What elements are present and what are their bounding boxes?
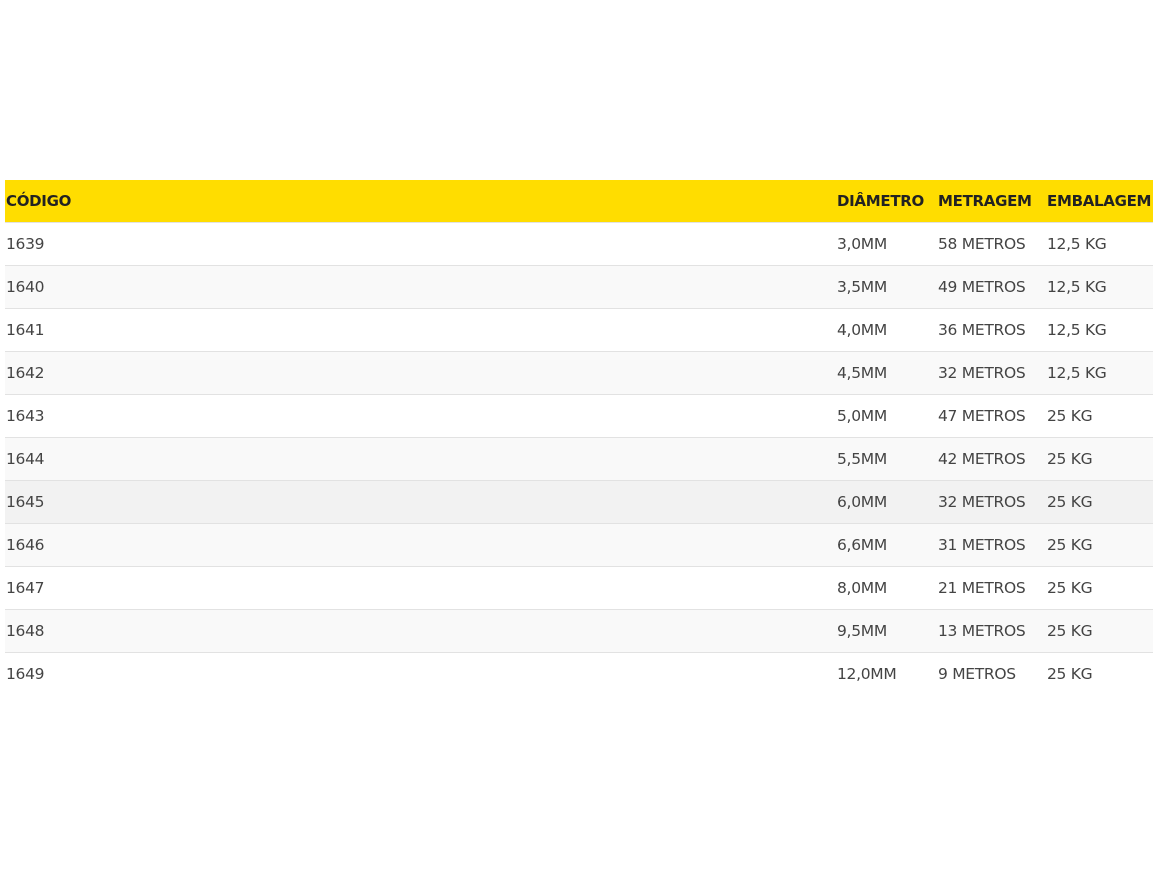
cell-diametro: 4,5MM (836, 351, 937, 395)
cell-embalagem: 25 KG (1046, 523, 1153, 567)
table-header-row: CÓDIGO DIÂMETRO METRAGEM EMBALAGEM (5, 180, 1153, 223)
table-row: 1639 3,0MM 58 METROS 12,5 KG (5, 222, 1153, 266)
cell-metragem: 32 METROS (937, 480, 1046, 524)
cell-metragem: 13 METROS (937, 609, 1046, 653)
cell-embalagem: 12,5 KG (1046, 308, 1153, 352)
cell-codigo: 1642 (5, 351, 836, 395)
table-row: 1649 12,0MM 9 METROS 25 KG (5, 652, 1153, 695)
cell-embalagem: 25 KG (1046, 394, 1153, 438)
cell-embalagem: 12,5 KG (1046, 222, 1153, 266)
header-codigo: CÓDIGO (5, 180, 836, 223)
cell-embalagem: 25 KG (1046, 566, 1153, 610)
cell-metragem: 58 METROS (937, 222, 1046, 266)
cell-codigo: 1646 (5, 523, 836, 567)
cell-embalagem: 12,5 KG (1046, 351, 1153, 395)
cell-metragem: 32 METROS (937, 351, 1046, 395)
cell-metragem: 47 METROS (937, 394, 1046, 438)
product-table: CÓDIGO DIÂMETRO METRAGEM EMBALAGEM 1639 3… (5, 180, 1153, 695)
cell-embalagem: 25 KG (1046, 609, 1153, 653)
cell-diametro: 6,6MM (836, 523, 937, 567)
cell-diametro: 5,5MM (836, 437, 937, 481)
table-row: 1641 4,0MM 36 METROS 12,5 KG (5, 308, 1153, 352)
cell-metragem: 42 METROS (937, 437, 1046, 481)
table-row: 1648 9,5MM 13 METROS 25 KG (5, 609, 1153, 653)
cell-diametro: 12,0MM (836, 652, 937, 695)
cell-metragem: 36 METROS (937, 308, 1046, 352)
cell-diametro: 3,0MM (836, 222, 937, 266)
cell-codigo: 1645 (5, 480, 836, 524)
cell-codigo: 1640 (5, 265, 836, 309)
cell-codigo: 1643 (5, 394, 836, 438)
cell-metragem: 21 METROS (937, 566, 1046, 610)
cell-codigo: 1644 (5, 437, 836, 481)
cell-diametro: 3,5MM (836, 265, 937, 309)
cell-embalagem: 25 KG (1046, 480, 1153, 524)
cell-metragem: 31 METROS (937, 523, 1046, 567)
cell-codigo: 1641 (5, 308, 836, 352)
cell-diametro: 4,0MM (836, 308, 937, 352)
cell-diametro: 5,0MM (836, 394, 937, 438)
table-row: 1647 8,0MM 21 METROS 25 KG (5, 566, 1153, 610)
table-row: 1642 4,5MM 32 METROS 12,5 KG (5, 351, 1153, 395)
cell-codigo: 1649 (5, 652, 836, 695)
table-row: 1646 6,6MM 31 METROS 25 KG (5, 523, 1153, 567)
table-row: 1640 3,5MM 49 METROS 12,5 KG (5, 265, 1153, 309)
header-diametro: DIÂMETRO (836, 180, 937, 223)
cell-codigo: 1648 (5, 609, 836, 653)
header-metragem: METRAGEM (937, 180, 1046, 223)
header-embalagem: EMBALAGEM (1046, 180, 1153, 223)
cell-metragem: 9 METROS (937, 652, 1046, 695)
cell-embalagem: 25 KG (1046, 652, 1153, 695)
cell-embalagem: 25 KG (1046, 437, 1153, 481)
cell-embalagem: 12,5 KG (1046, 265, 1153, 309)
cell-diametro: 6,0MM (836, 480, 937, 524)
table-row: 1645 6,0MM 32 METROS 25 KG (5, 480, 1153, 524)
cell-diametro: 9,5MM (836, 609, 937, 653)
cell-codigo: 1639 (5, 222, 836, 266)
cell-metragem: 49 METROS (937, 265, 1046, 309)
table-row: 1643 5,0MM 47 METROS 25 KG (5, 394, 1153, 438)
cell-codigo: 1647 (5, 566, 836, 610)
table-row: 1644 5,5MM 42 METROS 25 KG (5, 437, 1153, 481)
cell-diametro: 8,0MM (836, 566, 937, 610)
